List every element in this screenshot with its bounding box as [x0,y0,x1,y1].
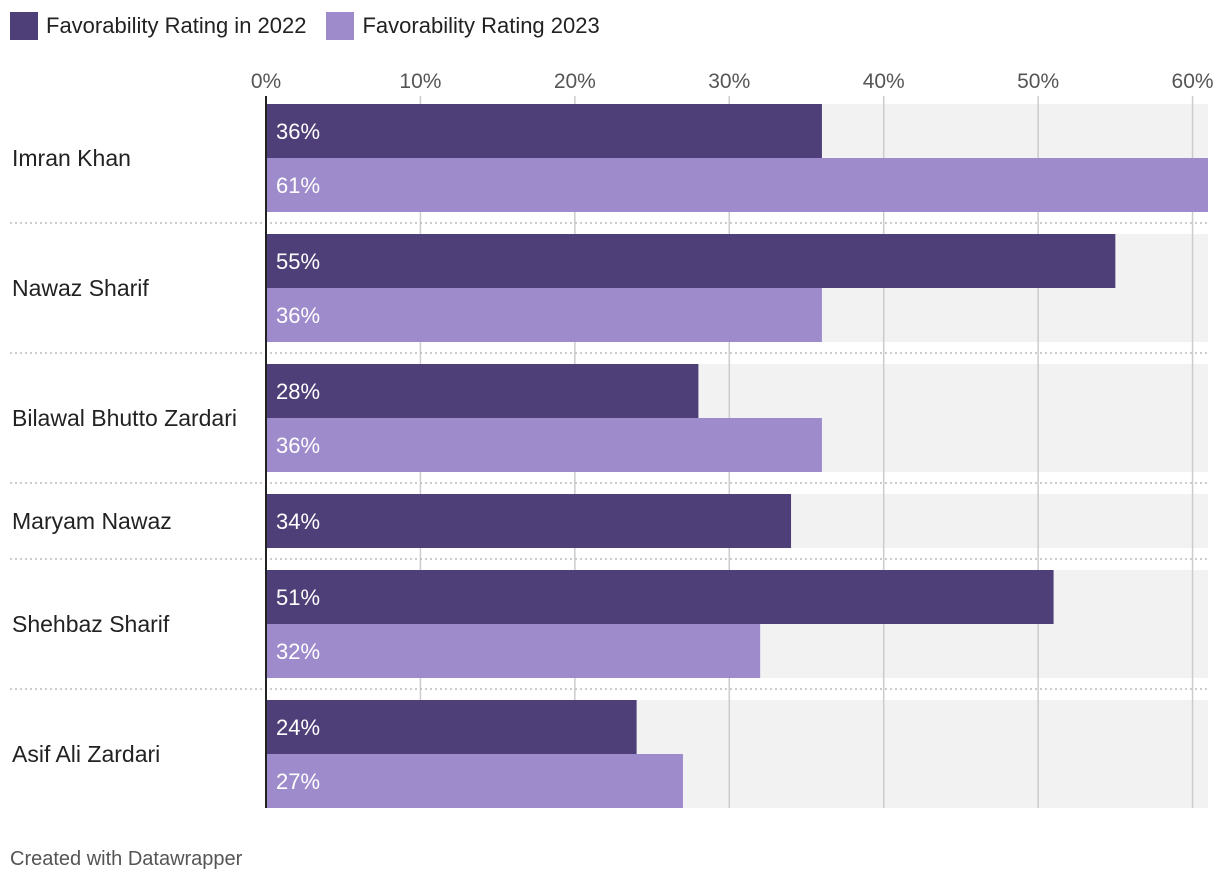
bar-data-label: 32% [276,639,320,664]
bar-data-label: 36% [276,119,320,144]
legend-item-2023: Favorability Rating 2023 [326,12,600,40]
bar-2023 [266,158,1208,212]
legend-swatch-2023 [326,12,355,40]
x-tick-label: 60% [1172,70,1214,93]
x-tick-label: 20% [554,70,596,93]
x-tick-label: 10% [399,70,441,93]
bar-2022 [266,494,792,548]
bar-data-label: 34% [276,509,320,534]
legend-swatch-2022 [10,12,38,40]
x-tick-label: 50% [1017,70,1059,93]
x-tick-label: 40% [863,70,905,93]
legend-label-2023: Favorability Rating 2023 [362,13,600,38]
x-tick-label: 0% [251,70,281,93]
legend-item-2022: Favorability Rating in 2022 [10,12,306,40]
footer-credit: Created with Datawrapper [10,848,243,870]
category-label: Nawaz Sharif [12,275,149,301]
bar-2023 [266,624,761,678]
category-label: Bilawal Bhutto Zardari [12,405,237,431]
chart-legend: Favorability Rating in 2022 Favorability… [10,12,600,40]
bar-2023 [266,288,822,342]
bar-data-label: 28% [276,379,320,404]
bar-data-label: 61% [276,173,320,198]
bar-data-label: 55% [276,249,320,274]
bar-2022 [266,700,637,754]
category-label: Imran Khan [12,145,131,171]
bar-2022 [266,234,1116,288]
category-label: Maryam Nawaz [12,508,172,534]
x-tick-label: 30% [708,70,750,93]
bar-data-label: 51% [276,585,320,610]
bar-2022 [266,570,1054,624]
bar-data-label: 27% [276,769,320,794]
category-label: Asif Ali Zardari [12,741,160,767]
bar-chart: 0% 10% 20% 30% 40% 50% 60% 36% 61% Imran Khan 55% 3… [10,70,1214,808]
legend-label-2022: Favorability Rating in 2022 [46,13,307,38]
bar-2023 [266,754,683,808]
category-label: Shehbaz Sharif [12,611,170,637]
bar-data-label: 36% [276,433,320,458]
bar-2022 [266,364,699,418]
bar-2022 [266,104,822,158]
bar-2023 [266,418,822,472]
bar-data-label: 24% [276,715,320,740]
bar-data-label: 36% [276,303,320,328]
